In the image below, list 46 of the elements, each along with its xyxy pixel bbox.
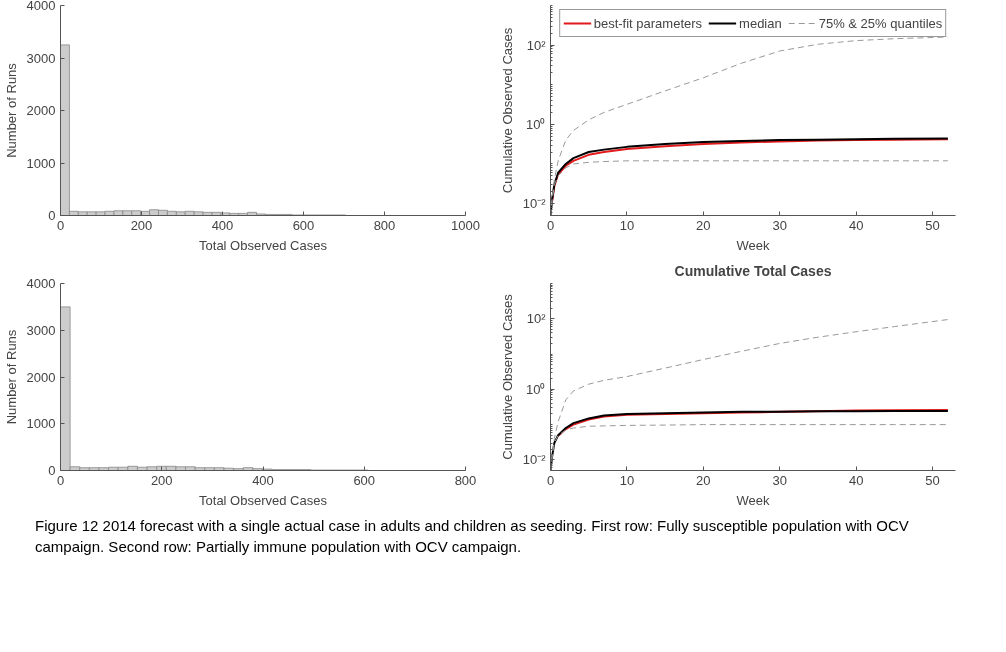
x-tick-label: 400: [211, 217, 234, 233]
x-axis-title: Week: [736, 237, 770, 253]
chart-title: Cumulative Total Cases: [674, 262, 832, 279]
x-axis-title: Total Observed Cases: [199, 492, 328, 508]
x-tick-label: 200: [130, 217, 153, 233]
x-tick-label: 50: [925, 217, 940, 233]
x-tick-label: 50: [925, 472, 940, 488]
x-tick-label: 800: [454, 472, 477, 488]
caption: Figure 12 2014 forecast with a single actual case in adults and children as seeding. First row: Fully susceptible population with OCV campaign. Second row: Partially immune population with OCV campaign.: [35, 516, 910, 558]
x-tick-label: 800: [373, 217, 396, 233]
y-tick-label: 10²: [526, 311, 547, 327]
x-axis-title: Week: [736, 492, 770, 508]
x-tick-label: 20: [696, 217, 711, 233]
x-tick-label: 30: [772, 472, 787, 488]
legend-label: 75% & 25% quantiles: [818, 15, 943, 31]
y-axis-title: Number of Runs: [3, 329, 19, 425]
y-tick-label: 1000: [26, 155, 56, 171]
y-axis-title: Cumulative Observed Cases: [499, 27, 515, 194]
y-tick-label: 10⁻²: [522, 196, 547, 212]
x-tick-label: 20: [696, 472, 711, 488]
y-tick-label: 2000: [26, 103, 56, 118]
x-tick-label: 40: [848, 217, 864, 233]
y-axis-title: Number of Runs: [3, 62, 19, 158]
x-tick-label: 10: [619, 472, 635, 488]
x-tick-label: 600: [292, 217, 315, 233]
y-axis-title: Cumulative Observed Cases: [499, 293, 515, 460]
y-tick-label: 10⁻²: [522, 452, 547, 468]
y-tick-label: 4000: [26, 0, 56, 13]
x-tick-label: 1000: [451, 217, 480, 233]
x-tick-label: 10: [619, 217, 635, 233]
y-tick-label: 3000: [26, 50, 56, 66]
legend-label: best-fit parameters: [593, 15, 703, 31]
y-tick-label: 10⁰: [526, 116, 546, 132]
x-tick-label: 600: [353, 472, 376, 488]
y-tick-label: 3000: [26, 322, 56, 338]
y-tick-label: 2000: [26, 369, 56, 385]
x-tick-label: 30: [772, 217, 787, 233]
x-tick-label: 40: [848, 472, 864, 488]
x-axis-title: Total Observed Cases: [199, 237, 328, 253]
y-tick-label: 10²: [526, 37, 547, 53]
y-tick-label: 4000: [26, 276, 56, 291]
x-tick-label: 200: [150, 472, 173, 488]
legend-label: median: [739, 15, 782, 31]
y-tick-label: 10⁰: [526, 381, 546, 397]
x-tick-label: 400: [252, 472, 274, 488]
y-tick-label: 1000: [26, 416, 56, 432]
